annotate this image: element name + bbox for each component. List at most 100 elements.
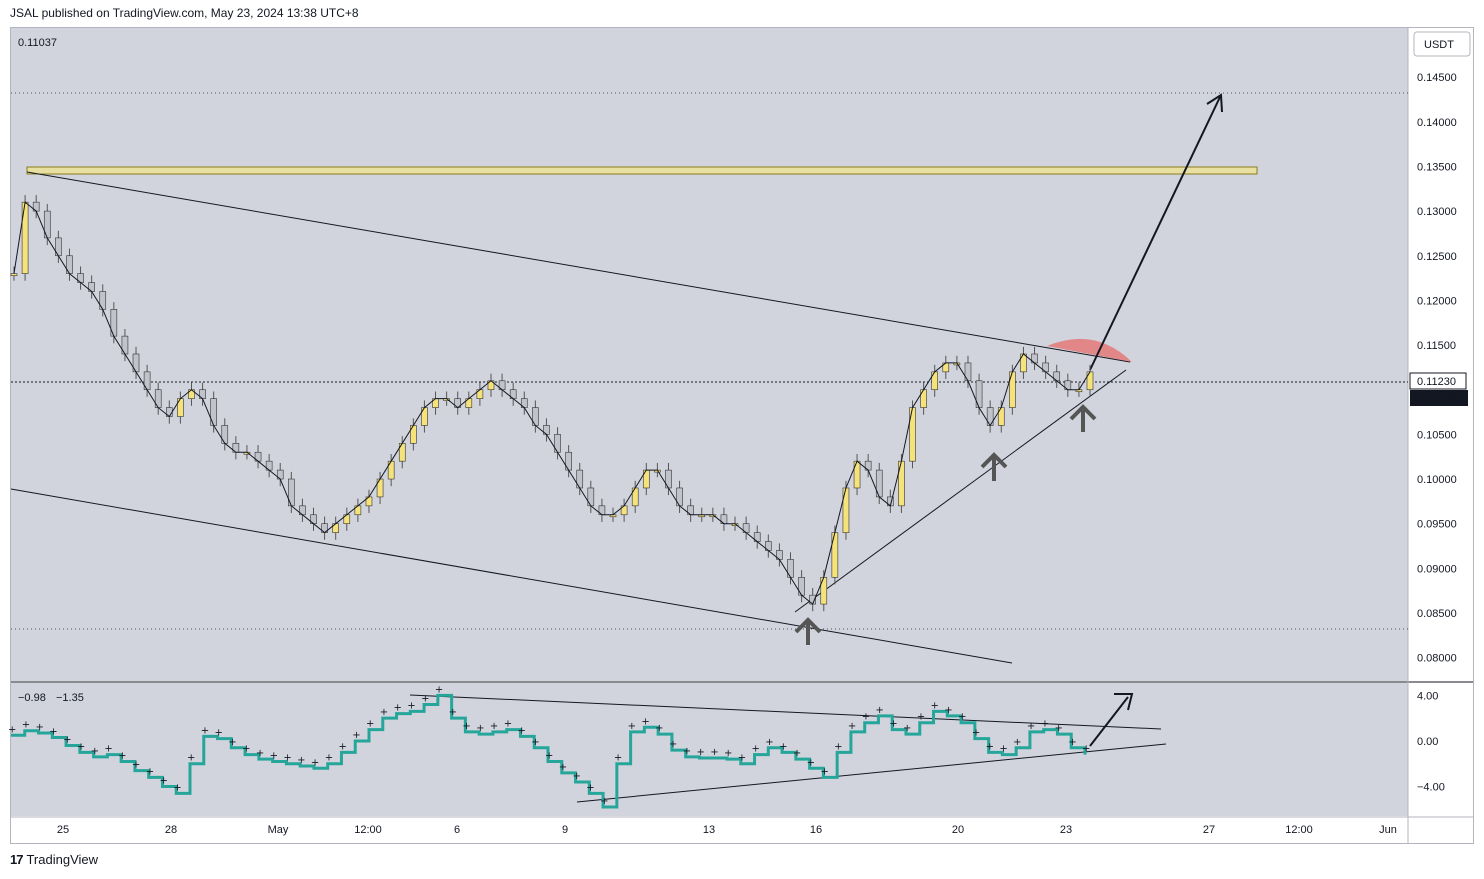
- signal-mark: +: [600, 796, 608, 807]
- signal-mark: +: [311, 757, 319, 768]
- price-axis-label: 0.12000: [1417, 295, 1457, 307]
- indicator-axis-label: 4.00: [1417, 690, 1438, 702]
- signal-mark: +: [325, 753, 333, 764]
- descending-trendline: [26, 171, 1131, 363]
- currency-button-label: USDT: [1424, 39, 1454, 51]
- price-axis-label: 0.11500: [1417, 340, 1456, 352]
- price-axis-label: 0.14500: [1417, 72, 1457, 84]
- time-axis-label: 20: [952, 824, 964, 836]
- indicator-axis-label: −4.00: [1417, 782, 1445, 794]
- signal-mark: +: [917, 712, 925, 723]
- signal-mark: +: [889, 719, 897, 730]
- signal-mark: +: [242, 744, 250, 755]
- signal-mark: +: [173, 782, 181, 793]
- signal-mark: +: [696, 747, 704, 758]
- signal-mark: +: [201, 725, 209, 736]
- signal-mark: +: [517, 725, 525, 736]
- price-axis-label: 0.10000: [1417, 474, 1457, 486]
- signal-mark: +: [559, 762, 567, 773]
- signal-mark: +: [36, 722, 44, 733]
- signal-mark: +: [352, 730, 360, 741]
- signal-mark: +: [1068, 737, 1076, 748]
- time-axis[interactable]: 25 28 May 12:00 6 9 13 16 20 23 27 12:00 Jun: [57, 824, 1397, 836]
- signal-mark: +: [187, 753, 195, 764]
- indicator-upper-trendline: [409, 694, 1162, 730]
- moving-average-line: [13, 201, 1091, 605]
- footer-brand-name: TradingView: [26, 852, 99, 867]
- price-axis-label: 0.13000: [1417, 206, 1457, 218]
- signal-mark: +: [476, 723, 484, 734]
- signal-mark: +: [77, 741, 85, 752]
- signal-mark: +: [738, 753, 746, 764]
- signal-mark: +: [765, 737, 773, 748]
- signal-mark: +: [215, 728, 223, 739]
- signal-mark: +: [146, 766, 154, 777]
- signal-mark: +: [944, 705, 952, 716]
- signal-mark: +: [104, 744, 112, 755]
- signal-mark: +: [779, 741, 787, 752]
- time-axis-label: 12:00: [1285, 824, 1313, 836]
- signal-mark: +: [1082, 744, 1090, 755]
- main-pane-bg: [11, 28, 1408, 681]
- price-axis-label: 0.08500: [1417, 608, 1457, 620]
- price-axis-label: 0.09500: [1417, 519, 1457, 531]
- signal-mark: +: [366, 719, 374, 730]
- signal-mark: +: [972, 728, 980, 739]
- signal-mark: +: [449, 707, 457, 718]
- signal-mark: +: [490, 721, 498, 732]
- countdown-tag-label: 02:21:25: [1417, 393, 1460, 405]
- signal-mark: +: [118, 750, 126, 761]
- price-axis-label: 0.09000: [1417, 563, 1457, 575]
- signal-mark: +: [752, 744, 760, 755]
- signal-mark: +: [834, 741, 842, 752]
- signal-mark: +: [807, 757, 815, 768]
- signal-mark: +: [793, 748, 801, 759]
- signal-mark: +: [655, 723, 663, 734]
- currency-button[interactable]: [1413, 31, 1471, 57]
- projection-arrow-line: [1089, 96, 1221, 371]
- time-axis-label: Jun: [1379, 824, 1397, 836]
- signal-mark: +: [614, 753, 622, 764]
- price-axis[interactable]: 0.14500 0.14000 0.13500 0.13000 0.12500 0.120…: [1417, 72, 1457, 665]
- signal-mark: +: [628, 721, 636, 732]
- signal-mark: +: [380, 707, 388, 718]
- signal-mark: +: [283, 753, 291, 764]
- signal-mark: +: [862, 712, 870, 723]
- price-axis-label: 0.12500: [1417, 251, 1457, 263]
- indicator-axis-label: 0.00: [1417, 736, 1438, 748]
- signal-mark: +: [573, 771, 581, 782]
- signal-mark: +: [1027, 721, 1035, 732]
- signal-mark: +: [421, 694, 429, 705]
- time-axis-label: 23: [1060, 824, 1072, 836]
- signal-mark: +: [848, 721, 856, 732]
- signal-mark: +: [132, 760, 140, 771]
- signal-mark: +: [22, 720, 30, 731]
- signal-mark: +: [931, 700, 939, 711]
- oscillator-line: [11, 693, 1087, 809]
- time-axis-label: 27: [1203, 824, 1215, 836]
- resistance-band: [26, 166, 1258, 175]
- oscillator-signal-marks: + + + + + + + + + + + + + + + + + + + + + + + + + + + + + + + + + + + + + + + +…: [8, 684, 1090, 807]
- price-axis-label: 0.08000: [1417, 653, 1457, 665]
- lower-channel-line: [10, 488, 1013, 664]
- last-price-tag-label: 0.11230: [1417, 376, 1456, 388]
- signal-mark: +: [91, 746, 99, 757]
- signal-mark: +: [586, 782, 594, 793]
- indicator-value-2: −1.35: [56, 692, 84, 704]
- signal-mark: +: [462, 721, 470, 732]
- time-axis-label: 25: [57, 824, 69, 836]
- signal-mark: +: [159, 776, 167, 787]
- signal-mark: +: [1013, 737, 1021, 748]
- signal-mark: +: [1054, 723, 1062, 734]
- signal-mark: +: [504, 719, 512, 730]
- time-axis-label: May: [268, 824, 289, 836]
- signal-mark: +: [49, 727, 57, 738]
- indicator-lower-trendline: [576, 743, 1167, 803]
- indicator-axis[interactable]: 4.00 0.00 −4.00: [1417, 690, 1445, 793]
- up-arrow-icon: [794, 617, 822, 645]
- ascending-trendline: [794, 369, 1127, 613]
- price-axis-label: 0.14000: [1417, 117, 1457, 129]
- time-axis-label: 9: [562, 824, 568, 836]
- signal-mark: +: [903, 723, 911, 734]
